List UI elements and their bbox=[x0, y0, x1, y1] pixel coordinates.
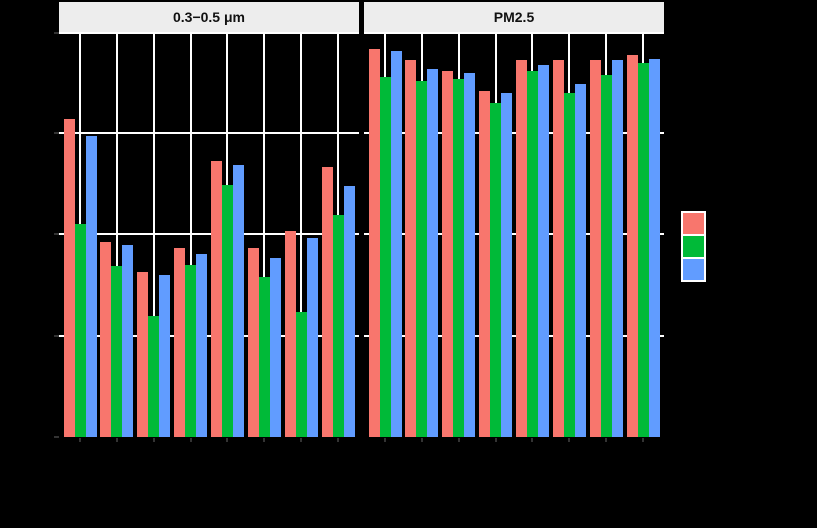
bar bbox=[563, 92, 575, 437]
y-axis-ticks bbox=[54, 32, 59, 438]
x-axis-tick bbox=[568, 438, 571, 442]
y-axis-tick bbox=[54, 131, 59, 134]
bar bbox=[63, 119, 75, 437]
facet-strip-0: 0.3−0.5 μm bbox=[59, 2, 359, 32]
legend bbox=[681, 211, 706, 282]
bar bbox=[405, 60, 417, 437]
bar bbox=[611, 60, 623, 437]
x-axis-tick bbox=[494, 438, 497, 442]
v-gridline bbox=[152, 32, 155, 437]
bar bbox=[306, 238, 318, 437]
x-axis-tick bbox=[337, 438, 339, 442]
bar bbox=[196, 254, 208, 437]
bar bbox=[284, 230, 296, 437]
bar bbox=[537, 64, 549, 437]
bar bbox=[74, 223, 86, 437]
bar bbox=[221, 185, 233, 437]
bar bbox=[490, 103, 502, 437]
x-axis-tick bbox=[642, 438, 644, 442]
v-gridline bbox=[189, 32, 192, 437]
h-gridline bbox=[59, 32, 359, 34]
bar bbox=[464, 72, 476, 437]
bar bbox=[501, 92, 513, 437]
x-axis-tick bbox=[226, 438, 229, 442]
bar bbox=[247, 248, 259, 437]
bar bbox=[442, 70, 454, 437]
h-gridline bbox=[59, 233, 359, 235]
bar bbox=[185, 265, 197, 437]
x-axis-tick bbox=[420, 438, 423, 442]
bar bbox=[321, 167, 333, 437]
facet-strip-0-label: 0.3−0.5 μm bbox=[172, 9, 245, 25]
y-axis-tick bbox=[54, 233, 59, 235]
bar bbox=[648, 59, 660, 437]
bar bbox=[552, 60, 564, 437]
x-axis-tick bbox=[189, 438, 192, 442]
x-axis-tick bbox=[457, 438, 460, 442]
h-gridline bbox=[364, 32, 664, 34]
legend-key-red bbox=[683, 213, 704, 234]
bar bbox=[232, 164, 244, 437]
bar bbox=[390, 51, 402, 437]
bar bbox=[600, 74, 612, 437]
bar bbox=[626, 55, 638, 437]
x-axis-tick bbox=[531, 438, 534, 442]
legend-key-blue bbox=[683, 259, 704, 280]
h-gridline bbox=[59, 131, 359, 134]
bar bbox=[343, 186, 355, 437]
bar bbox=[269, 258, 281, 437]
h-gridline bbox=[364, 233, 664, 235]
bar bbox=[258, 276, 270, 437]
y-axis-tick bbox=[54, 32, 59, 34]
bar bbox=[137, 271, 149, 437]
bar bbox=[111, 266, 123, 437]
bar bbox=[637, 63, 649, 437]
bar bbox=[148, 316, 160, 437]
bar bbox=[210, 160, 222, 437]
bar bbox=[100, 242, 112, 437]
h-gridline bbox=[364, 334, 664, 337]
x-axis-tick bbox=[79, 438, 81, 442]
bar bbox=[174, 248, 186, 437]
x-axis-ticks-0 bbox=[59, 437, 359, 442]
h-gridline bbox=[59, 334, 359, 337]
bar bbox=[122, 245, 134, 437]
bar bbox=[85, 135, 97, 437]
bar bbox=[368, 49, 380, 437]
v-gridline bbox=[263, 32, 266, 437]
facet-panel-0 bbox=[59, 32, 359, 437]
bar bbox=[427, 68, 439, 437]
x-axis-tick bbox=[263, 438, 266, 442]
bar bbox=[332, 214, 344, 437]
bar bbox=[479, 90, 491, 437]
bar bbox=[379, 76, 391, 437]
x-axis-tick bbox=[152, 438, 155, 442]
h-gridline bbox=[364, 131, 664, 134]
x-axis-tick bbox=[115, 438, 118, 442]
facet-strip-1: PM2.5 bbox=[364, 2, 664, 32]
x-axis-tick bbox=[300, 438, 303, 442]
y-axis-tick bbox=[54, 334, 59, 337]
bar bbox=[453, 78, 465, 437]
bar bbox=[515, 60, 527, 437]
x-axis-tick bbox=[605, 438, 608, 442]
bar bbox=[295, 312, 307, 437]
bar bbox=[574, 83, 586, 437]
v-gridline bbox=[300, 32, 303, 437]
x-axis-ticks-1 bbox=[364, 437, 664, 442]
y-axis-tick bbox=[54, 436, 59, 438]
bar bbox=[416, 80, 428, 437]
facet-strip-1-label: PM2.5 bbox=[493, 9, 535, 25]
bar bbox=[159, 274, 171, 437]
bar bbox=[589, 60, 601, 437]
facet-panel-1 bbox=[364, 32, 664, 437]
legend-key-green bbox=[683, 236, 704, 257]
x-axis-tick bbox=[384, 438, 386, 442]
v-gridline bbox=[115, 32, 118, 437]
bar bbox=[526, 70, 538, 437]
